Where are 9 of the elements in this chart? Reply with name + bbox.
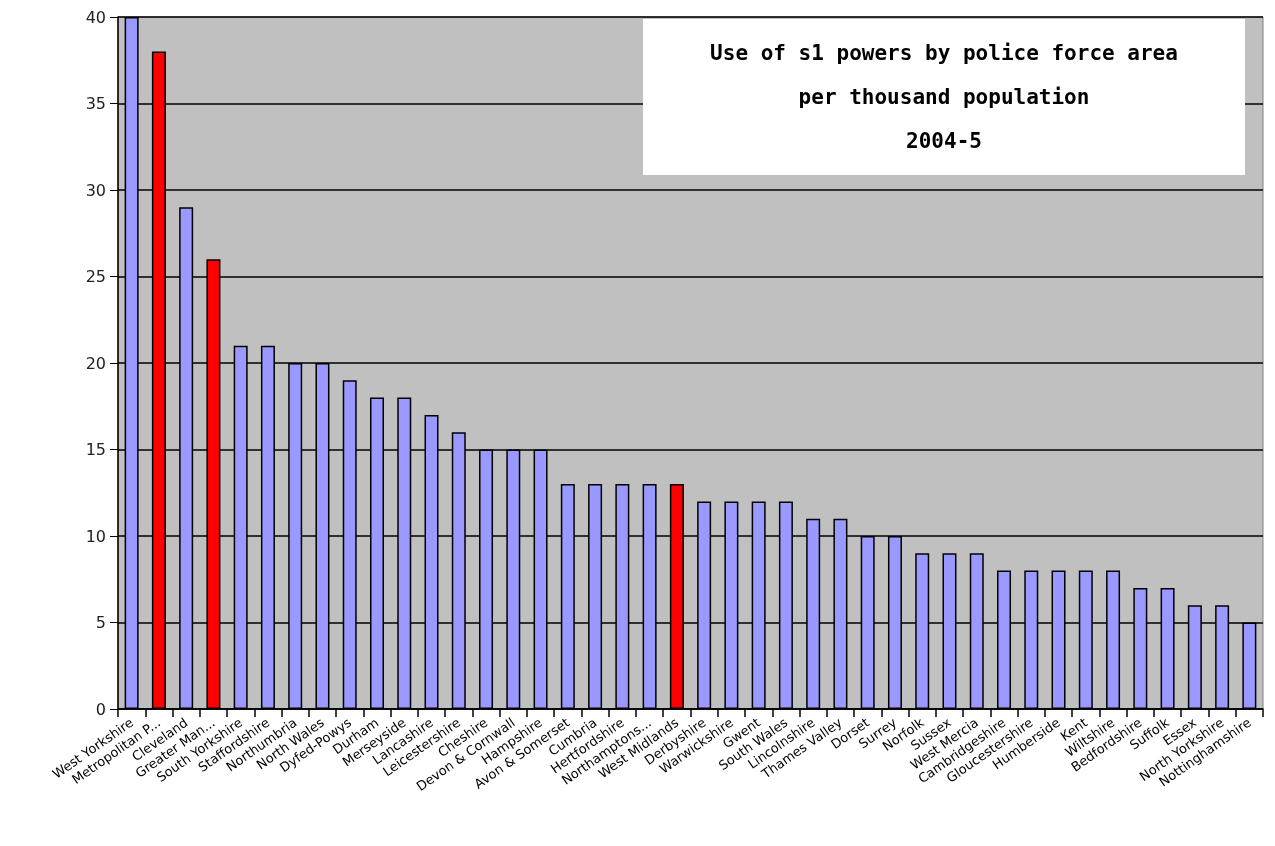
y-tick-label: 5 (95, 613, 106, 632)
y-tick-label: 35 (85, 94, 106, 113)
y-tick-label: 15 (85, 440, 106, 459)
y-tick-label: 0 (95, 699, 106, 719)
y-tick-label: 30 (85, 180, 106, 200)
y-tick-label: 25 (85, 267, 106, 286)
y-tick-label: 40 (85, 7, 106, 27)
y-tick-label: 10 (85, 526, 106, 546)
y-tick-label: 20 (85, 353, 106, 373)
